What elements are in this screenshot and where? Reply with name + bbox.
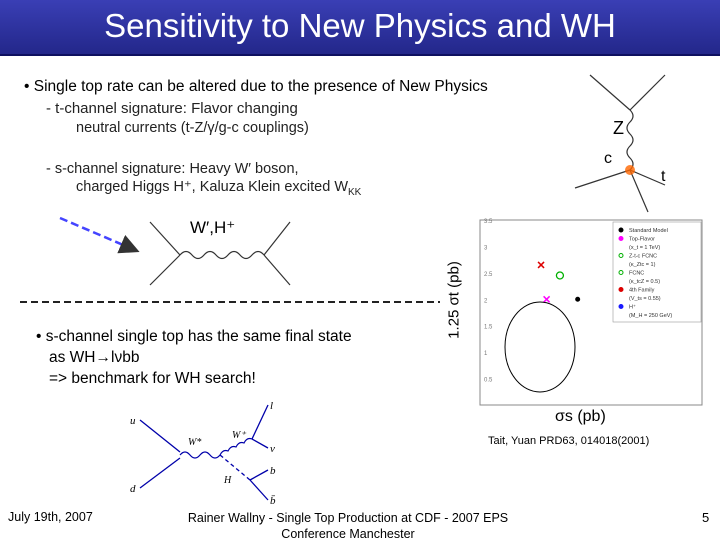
y-tick-label: 3.5 [484,219,493,225]
s-channel-line2: charged Higgs H⁺, Kaluza Klein excited W… [76,179,361,198]
wh-b-quark [249,469,269,481]
title-bar [0,0,720,56]
footer-title: Rainer Wallny - Single Top Production at… [187,511,509,541]
wh-diagram: u d W* W⁺ H l ν b b̄ [130,400,276,507]
wh-bbar-label: b̄ [270,495,276,507]
bullet-new-physics: • Single top rate can be altered due to … [24,78,488,95]
fcnc-vertex [625,165,635,175]
wh-d-quark [139,457,181,489]
legend-entry: (κ_tcZ = 0.5) [629,279,660,285]
y-tick-label: 0.5 [484,378,493,384]
y-tick-label: 2.5 [484,272,493,278]
legend-entry: Top-Flavor [629,237,655,243]
point-4th-family [537,261,545,269]
plot-citation: Tait, Yuan PRD63, 014018(2001) [488,435,650,447]
legend-entry: 4th Family [629,288,655,294]
benchmark-line3: => benchmark for WH search! [49,370,256,387]
y-tick-label: 1 [484,351,488,357]
plot-legend: Standard Model Top-Flavor (x_t = 1 TeV) Z-t… [612,221,702,323]
legend-entry: FCNC [629,271,644,277]
sensitivity-plot: 0.5 1 1.5 2 2.5 3 3.5 Standard Model Top-Flavor… [479,219,703,406]
legend-entry: H⁺ [629,304,636,311]
legend-entry: (x_t = 1 TeV) [629,245,660,251]
legend-box [612,221,702,323]
legend-entry: Standard Model [629,228,668,234]
wh-l-label: l [270,400,273,412]
wh-lepton [251,404,269,440]
fcnc-c-label: c [604,150,612,167]
wh-bbar-quark [249,479,269,501]
legend-marker [618,304,624,309]
wh-wstar-label: W* [188,437,201,448]
legend-marker [618,287,624,292]
page-number: 5 [702,510,710,525]
wh-neutrino [251,438,269,449]
kk-subscript: KK [348,186,362,198]
y-tick-label: 2 [484,298,488,304]
y-tick-label: 1.5 [484,325,493,331]
fcnc-t-label: t [661,168,666,185]
wh-wplus-label: W⁺ [232,430,246,441]
fcnc-z-propagator [626,109,634,171]
schannel-boson-propagator [179,250,265,260]
wh-wstar-propagator [179,451,221,459]
plot-x-axis-label: σs (pb) [555,408,606,425]
schannel-boson-label: W′,H⁺ [190,218,236,237]
point-standard-model [575,296,581,302]
wh-d-label: d [130,483,136,495]
point-top-flavor [543,295,551,303]
t-channel-line2: neutral currents (t-Z/γ/g-c couplings) [76,120,309,136]
legend-marker [618,236,624,241]
schannel-b-out [263,254,291,286]
fcnc-z-label: Z [613,118,624,138]
fcnc-quark-line-right [629,74,666,111]
s-channel-line2-text: charged Higgs H⁺, Kaluza Klein excited W [76,179,349,195]
t-channel-line1: - t-channel signature: Flavor changing [46,100,298,117]
fcnc-diagram [574,74,666,213]
benchmark-line1: • s-channel single top has the same fina… [36,328,352,345]
fcnc-top-line [629,169,666,186]
fcnc-quark-line-top [589,74,631,111]
fcnc-quark-line-bottom [574,169,631,189]
schannel-quark-in-bottom [149,254,181,286]
wh-b-label: b [270,465,276,477]
footer-date: July 19th, 2007 [8,510,93,524]
slide-title: Sensitivity to New Physics and WH [104,7,616,44]
legend-entry: (V_ts = 0.55) [629,296,661,302]
schannel-top-out [263,221,291,256]
wh-nu-label: ν [270,443,275,455]
wh-wplus-propagator [219,437,253,456]
wh-u-quark [139,419,181,453]
incoming-arrow [59,216,140,254]
legend-marker [618,253,624,258]
plot-y-ticks: 0.5 1 1.5 2 2.5 3 3.5 [484,219,493,384]
sm-contour [504,301,576,393]
schannel-quark-in-top [149,221,181,256]
legend-entry: (κ_Ztc = 1) [629,262,656,268]
legend-marker [618,270,624,275]
bullet-benchmark: • s-channel single top has the same fina… [36,326,352,389]
legend-marker [618,227,624,233]
point-z-t-c-fcnc [555,271,565,280]
legend-entry: (M_H = 250 GeV) [629,313,672,319]
s-channel-line1: - s-channel signature: Heavy W′ boson, [46,161,299,177]
y-tick-label: 3 [484,245,488,251]
wh-h-label: H [223,475,232,486]
legend-entry: Z-t-c FCNC [629,254,657,260]
schannel-diagram [59,216,291,286]
benchmark-line2: as WH→lνbb [49,349,140,366]
wh-u-label: u [130,415,136,427]
fcnc-c-line [629,169,649,213]
